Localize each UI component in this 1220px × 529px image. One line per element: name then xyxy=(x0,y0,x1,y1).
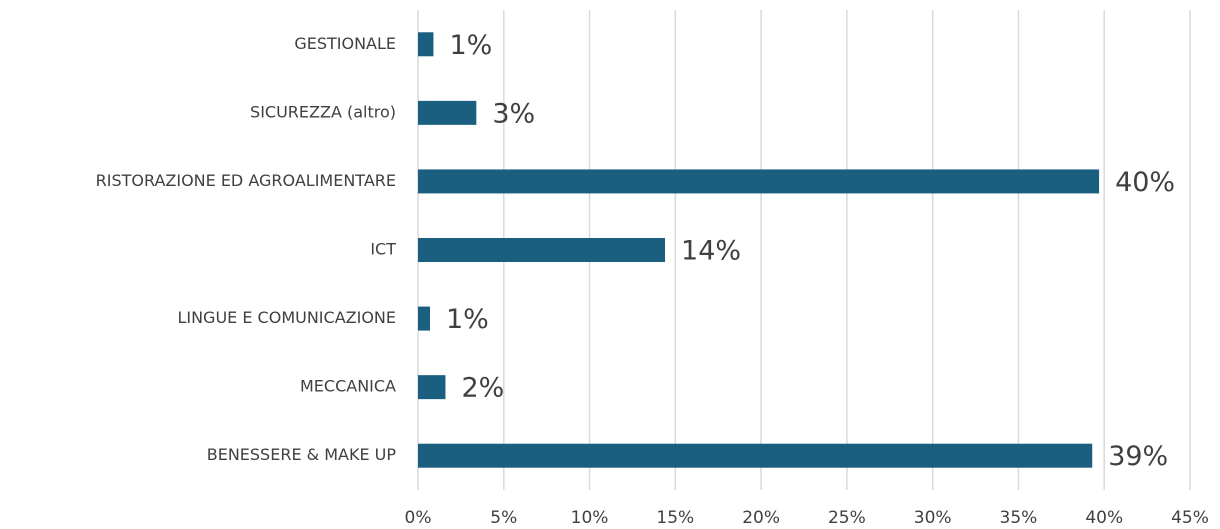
data-label: 14% xyxy=(681,236,741,267)
x-tick-label: 20% xyxy=(742,508,780,528)
y-tick-label: RISTORAZIONE ED AGROALIMENTARE xyxy=(96,171,396,190)
x-tick-label: 35% xyxy=(1000,508,1038,528)
data-label: 39% xyxy=(1108,441,1168,472)
bar xyxy=(418,306,431,331)
y-tick-label: GESTIONALE xyxy=(294,34,396,53)
bar xyxy=(418,238,666,262)
x-tick-label: 10% xyxy=(571,508,609,528)
x-tick-label: 25% xyxy=(828,508,866,528)
x-tick-label: 40% xyxy=(1085,508,1123,528)
data-label: 2% xyxy=(461,373,504,404)
y-tick-label: ICT xyxy=(370,240,396,259)
x-tick-label: 15% xyxy=(656,508,694,528)
x-tick-label: 5% xyxy=(490,508,517,528)
y-tick-label: MECCANICA xyxy=(300,377,396,396)
data-label: 1% xyxy=(449,30,492,61)
bar xyxy=(418,32,434,57)
bar xyxy=(418,443,1093,468)
bar xyxy=(418,100,477,125)
data-label: 1% xyxy=(446,304,489,335)
data-label: 3% xyxy=(492,98,535,129)
y-tick-label: BENESSERE & MAKE UP xyxy=(207,445,397,464)
y-tick-label: SICUREZZA (altro) xyxy=(250,102,396,121)
bar xyxy=(418,375,446,400)
y-tick-label: LINGUE E COMUNICAZIONE xyxy=(177,308,396,327)
x-tick-label: 30% xyxy=(914,508,952,528)
bar xyxy=(418,169,1100,194)
x-tick-label: 0% xyxy=(405,508,432,528)
x-tick-label: 45% xyxy=(1171,508,1209,528)
data-label: 40% xyxy=(1115,167,1175,198)
